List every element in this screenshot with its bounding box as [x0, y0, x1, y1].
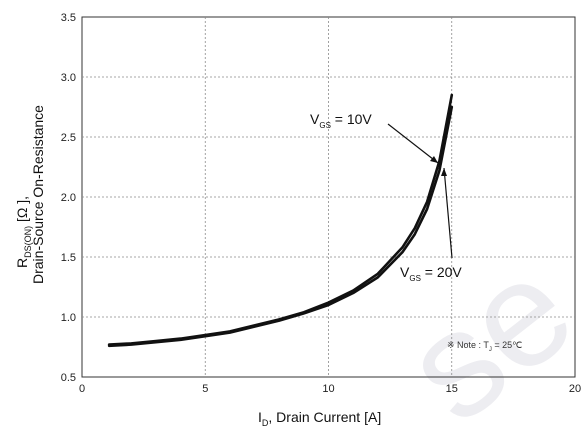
x-axis-label: ID, Drain Current [A] — [258, 409, 381, 428]
y-tick-label-0: 0.5 — [61, 372, 76, 384]
x-tick-label-4: 20 — [569, 383, 581, 395]
y-axis-label-line2: Drain-Source On-Resistance — [30, 105, 46, 284]
x-tick-labels: 0 5 10 15 20 — [79, 383, 581, 395]
y-axis-label-line1: RDS(ON) [Ω ], — [14, 196, 33, 268]
note-text: ※ Note : TJ = 25℃ — [447, 340, 522, 353]
plot-area — [81, 16, 576, 378]
x-tick-label-2: 10 — [322, 383, 334, 395]
y-tick-labels: 0.5 1.0 1.5 2.0 2.5 3.0 3.5 — [61, 12, 76, 384]
grid — [82, 17, 575, 377]
y-tick-label-4: 2.5 — [61, 132, 76, 144]
annotation-arrow-vgs-20v — [443, 167, 453, 259]
series-group — [107, 93, 454, 348]
x-tick-label-1: 5 — [202, 383, 208, 395]
annotation-vgs-10v: VGS = 10V — [310, 111, 372, 130]
annotation-arrowhead-vgs-20v — [441, 168, 447, 176]
y-tick-label-1: 1.0 — [61, 312, 76, 324]
y-axis-label: RDS(ON) [Ω ], Drain-Source On-Resistance — [14, 105, 46, 284]
annotation-arrow-vgs-10v — [387, 123, 439, 164]
y-tick-label-2: 1.5 — [61, 252, 76, 264]
x-tick-label-0: 0 — [79, 383, 85, 395]
y-tick-label-6: 3.5 — [61, 12, 76, 24]
annotation-vgs-20v: VGS = 20V — [400, 264, 462, 283]
series-line-1 — [107, 105, 454, 348]
annotation-arrowhead-vgs-10v — [430, 156, 438, 163]
x-tick-label-3: 15 — [446, 383, 458, 395]
y-tick-label-3: 2.0 — [61, 192, 76, 204]
y-tick-label-5: 3.0 — [61, 72, 76, 84]
watermark: se — [374, 224, 584, 432]
